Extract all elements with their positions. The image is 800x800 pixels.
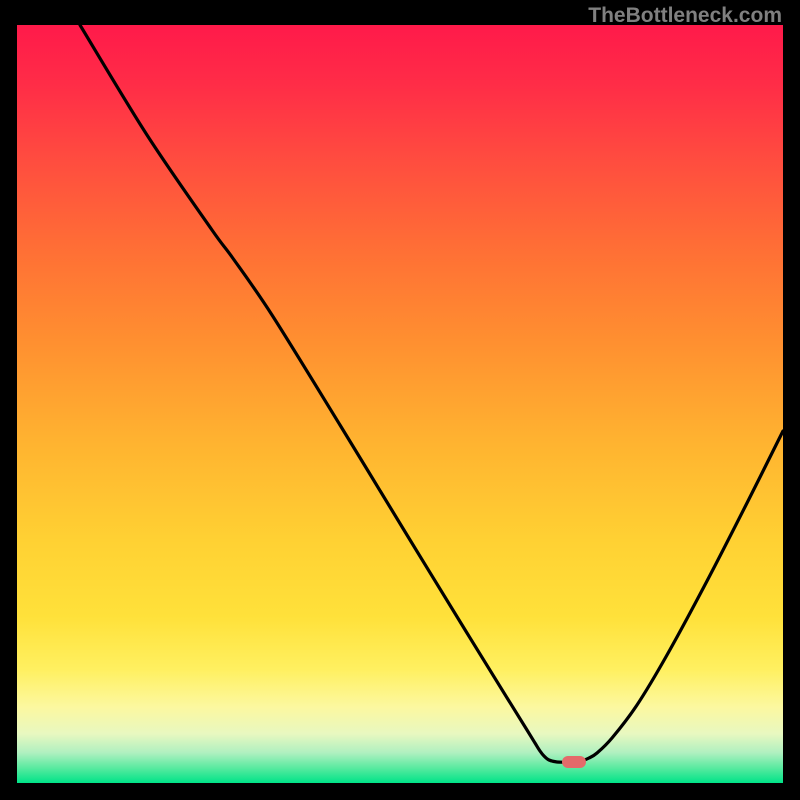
- plot-area: [17, 25, 783, 783]
- watermark-text: TheBottleneck.com: [588, 4, 782, 28]
- optimal-marker: [562, 756, 586, 768]
- bottleneck-curve: [17, 25, 783, 783]
- chart-container: TheBottleneck.com: [0, 0, 800, 800]
